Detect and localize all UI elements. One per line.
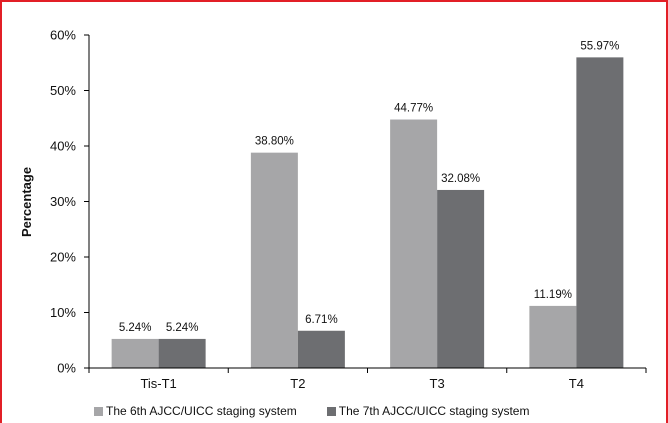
legend-label-7th: The 7th AJCC/UICC staging system	[338, 404, 530, 418]
y-tick-label: 20%	[50, 250, 76, 265]
axes	[88, 35, 647, 373]
data-labels: 5.24% 5.24% 38.80% 6.71% 44.77% 32.08% 11.19% 5…	[119, 40, 620, 334]
data-label: 5.24%	[119, 322, 152, 334]
x-category-label: Tis-T1	[140, 376, 176, 391]
data-label: 11.19%	[534, 289, 572, 301]
legend-item-6th: The 6th AJCC/UICC staging system	[94, 404, 297, 418]
y-tick-label: 0%	[57, 361, 76, 376]
bars	[111, 57, 624, 369]
legend-label-6th: The 6th AJCC/UICC staging system	[106, 404, 297, 418]
data-label: 44.77%	[394, 103, 433, 115]
bar	[529, 305, 577, 368]
legend: The 6th AJCC/UICC staging system The 7th…	[94, 402, 529, 420]
bar	[437, 189, 485, 368]
data-label: 55.97%	[580, 40, 619, 52]
y-tick-label: 40%	[50, 139, 76, 154]
bar	[111, 338, 159, 368]
y-tick-label: 30%	[50, 194, 76, 209]
data-label: 6.71%	[305, 314, 338, 326]
legend-item-7th: The 7th AJCC/UICC staging system	[326, 404, 530, 418]
legend-swatch-6th	[94, 406, 103, 416]
data-label: 5.24%	[166, 322, 199, 334]
y-axis-ticks: 0% 10% 20% 30% 40% 50% 60%	[50, 28, 89, 376]
data-label: 32.08%	[441, 173, 480, 185]
x-category-label: T2	[290, 376, 305, 391]
y-tick-label: 50%	[50, 83, 76, 98]
bar-chart: 0% 10% 20% 30% 40% 50% 60% 5.24% 5.24% 38.80% 6.7…	[19, 28, 647, 391]
y-tick-label: 10%	[50, 305, 76, 320]
bar	[297, 330, 345, 368]
bar	[250, 152, 298, 368]
x-category-label: T4	[569, 376, 584, 391]
data-label: 38.80%	[255, 136, 294, 148]
bar	[576, 57, 624, 368]
y-tick-label: 60%	[50, 28, 76, 43]
y-axis-label: Percentage	[19, 167, 34, 237]
legend-swatch-7th	[326, 406, 336, 416]
x-category-label: T3	[430, 376, 445, 391]
bar	[158, 338, 206, 368]
x-axis-categories: Tis-T1 T2 T3 T4	[140, 376, 584, 391]
bar	[390, 119, 438, 369]
